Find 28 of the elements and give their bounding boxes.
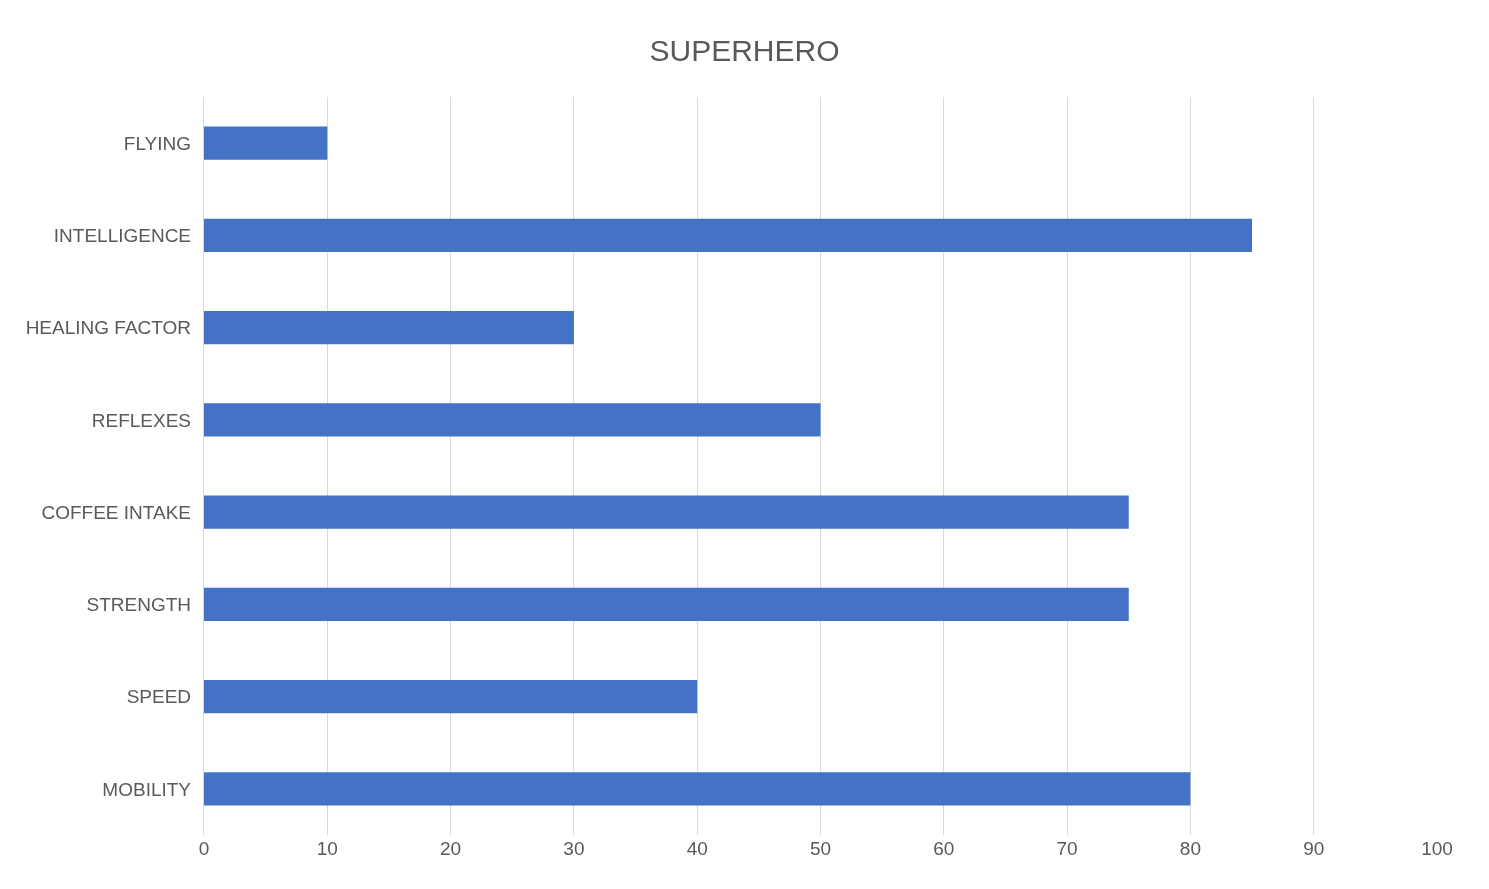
bar [204, 495, 1129, 529]
x-tick-label: 90 [1303, 838, 1325, 859]
y-tick-label: REFLEXES [91, 409, 192, 431]
y-tick-label: HEALING FACTOR [25, 317, 192, 339]
bar [204, 403, 821, 437]
y-tick-label: INTELLIGENCE [53, 225, 192, 247]
y-tick-label: STRENGTH [86, 594, 192, 616]
bar [204, 680, 698, 714]
bar [204, 218, 1253, 252]
chart-title: SUPERHERO [649, 34, 840, 68]
x-tick-label: 80 [1179, 838, 1201, 859]
x-tick-label: 60 [933, 838, 955, 859]
y-tick-label: MOBILITY [102, 778, 192, 800]
x-tick-label: 30 [563, 838, 585, 859]
bar [204, 772, 1191, 806]
y-tick-label: FLYING [123, 132, 192, 154]
x-tick-label: 50 [809, 838, 832, 859]
x-tick-label: 40 [686, 838, 708, 859]
bar [204, 126, 328, 160]
x-tick-label: 100 [1421, 838, 1453, 859]
bar [204, 311, 574, 345]
x-tick-label: 20 [440, 838, 462, 859]
y-tick-label: COFFEE INTAKE [41, 501, 192, 523]
x-tick-label: 70 [1056, 838, 1078, 859]
bar [204, 587, 1129, 621]
y-tick-label: SPEED [126, 686, 192, 708]
x-tick-label: 0 [198, 838, 210, 859]
x-tick-label: 10 [316, 838, 338, 859]
